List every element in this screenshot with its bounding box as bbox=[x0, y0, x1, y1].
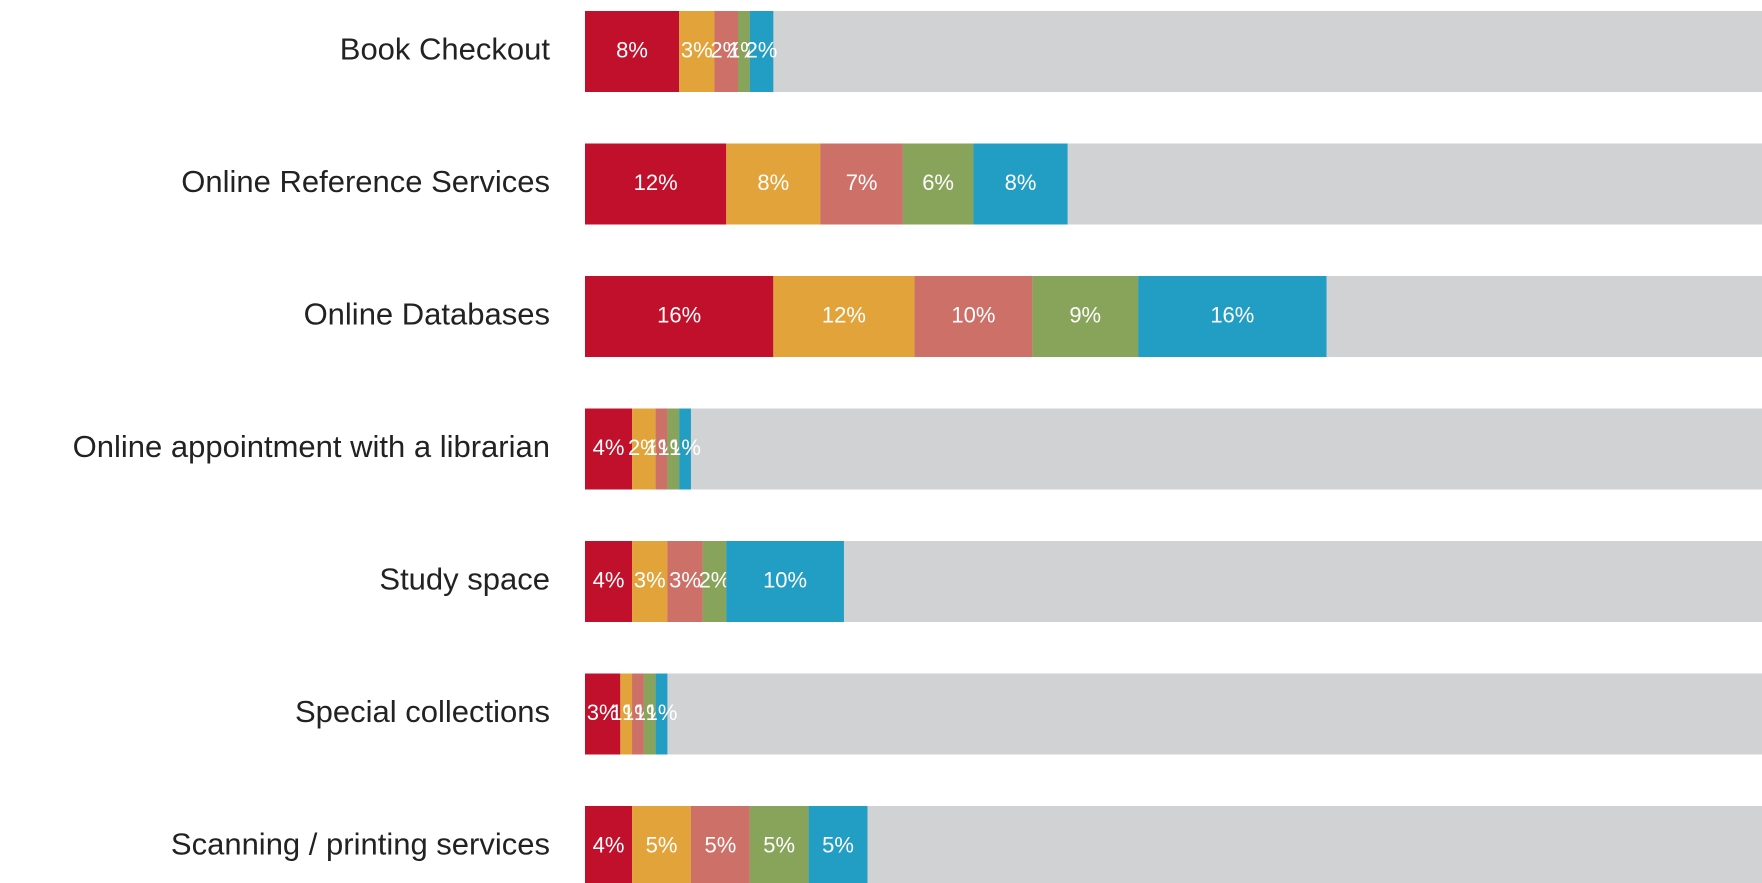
value-label: 8% bbox=[757, 170, 789, 195]
bar-segment bbox=[585, 541, 633, 622]
value-label: 8% bbox=[1005, 170, 1037, 195]
value-label: 3% bbox=[681, 37, 713, 62]
value-label: 4% bbox=[593, 832, 625, 857]
value-label: 6% bbox=[922, 170, 954, 195]
value-label: 4% bbox=[593, 567, 625, 592]
bar-segment bbox=[690, 806, 750, 883]
value-label: 10% bbox=[951, 302, 995, 327]
track bbox=[585, 806, 1762, 883]
value-label: 8% bbox=[616, 37, 648, 62]
value-label: 1% bbox=[646, 700, 678, 725]
bar-segment bbox=[749, 11, 774, 92]
value-label: 3% bbox=[634, 567, 666, 592]
value-label: 5% bbox=[704, 832, 736, 857]
bar-segment bbox=[820, 143, 903, 225]
bar-segment bbox=[808, 806, 868, 883]
value-label: 4% bbox=[593, 435, 625, 460]
category-label: Study space bbox=[379, 562, 550, 597]
value-label: 5% bbox=[646, 832, 678, 857]
value-label: 3% bbox=[587, 700, 619, 725]
value-label: 12% bbox=[634, 170, 678, 195]
bar-segment bbox=[726, 143, 821, 225]
value-label: 1% bbox=[669, 435, 701, 460]
category-label: Online Reference Services bbox=[181, 164, 550, 199]
track bbox=[585, 11, 1762, 92]
value-label: 12% bbox=[822, 302, 866, 327]
bar-segment bbox=[667, 541, 703, 622]
bar-segment bbox=[1138, 276, 1327, 357]
bar-segment bbox=[679, 408, 691, 490]
category-label: Online Databases bbox=[304, 297, 550, 332]
bar-segment bbox=[655, 408, 668, 490]
value-label: 9% bbox=[1069, 302, 1101, 327]
bar-segment bbox=[914, 276, 1033, 357]
bar-segment bbox=[667, 408, 680, 490]
bar-segment bbox=[632, 541, 668, 622]
value-label: 2% bbox=[628, 435, 660, 460]
category-label: Scanning / printing services bbox=[171, 827, 550, 862]
value-label: 2% bbox=[746, 37, 778, 62]
category-label: Book Checkout bbox=[340, 32, 551, 67]
value-label: 2% bbox=[710, 37, 742, 62]
track bbox=[585, 408, 1762, 490]
value-label: 5% bbox=[763, 832, 795, 857]
bar-segment bbox=[702, 541, 727, 622]
bar-segment bbox=[726, 541, 844, 622]
bar-segment bbox=[643, 673, 656, 755]
bar-segment bbox=[585, 408, 633, 490]
bar-segment bbox=[632, 408, 656, 490]
bar-segment bbox=[679, 11, 715, 92]
value-label: 7% bbox=[846, 170, 878, 195]
bar-segment bbox=[620, 673, 633, 755]
category-label: Online appointment with a librarian bbox=[73, 429, 550, 464]
bar-segment bbox=[738, 11, 750, 92]
bar-segment bbox=[585, 11, 680, 92]
track bbox=[585, 541, 1762, 622]
track bbox=[585, 673, 1762, 755]
bar-segment bbox=[714, 11, 739, 92]
value-label: 3% bbox=[669, 567, 701, 592]
bar-segment bbox=[1032, 276, 1139, 357]
value-label: 2% bbox=[699, 567, 731, 592]
value-label: 16% bbox=[1210, 302, 1254, 327]
value-label: 5% bbox=[822, 832, 854, 857]
bar-segment bbox=[585, 806, 633, 883]
bar-segment bbox=[902, 143, 974, 225]
bar-segment bbox=[773, 276, 915, 357]
bar-segment bbox=[973, 143, 1068, 225]
bar-segment bbox=[585, 276, 774, 357]
bar-segment bbox=[749, 806, 809, 883]
bar-segment bbox=[632, 673, 644, 755]
value-label: 10% bbox=[763, 567, 807, 592]
value-label: 16% bbox=[657, 302, 701, 327]
bar-segment bbox=[585, 143, 727, 225]
category-label: Special collections bbox=[295, 694, 550, 729]
bar-segment bbox=[632, 806, 691, 883]
bar-segment bbox=[655, 673, 668, 755]
bar-segment bbox=[585, 673, 621, 755]
